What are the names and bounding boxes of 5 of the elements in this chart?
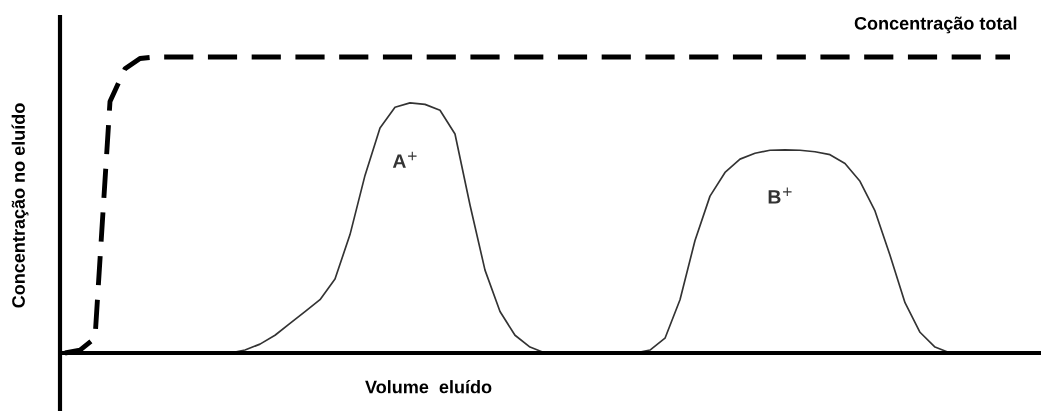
- series-label: A$^{+}$: [392, 151, 417, 168]
- x-axis-title: Volume eluído: [365, 379, 492, 394]
- y-axis-title: Concentração no eluído: [11, 103, 29, 308]
- series-label: B$^{+}$: [768, 187, 792, 204]
- series-label: Concentração total: [854, 16, 1017, 34]
